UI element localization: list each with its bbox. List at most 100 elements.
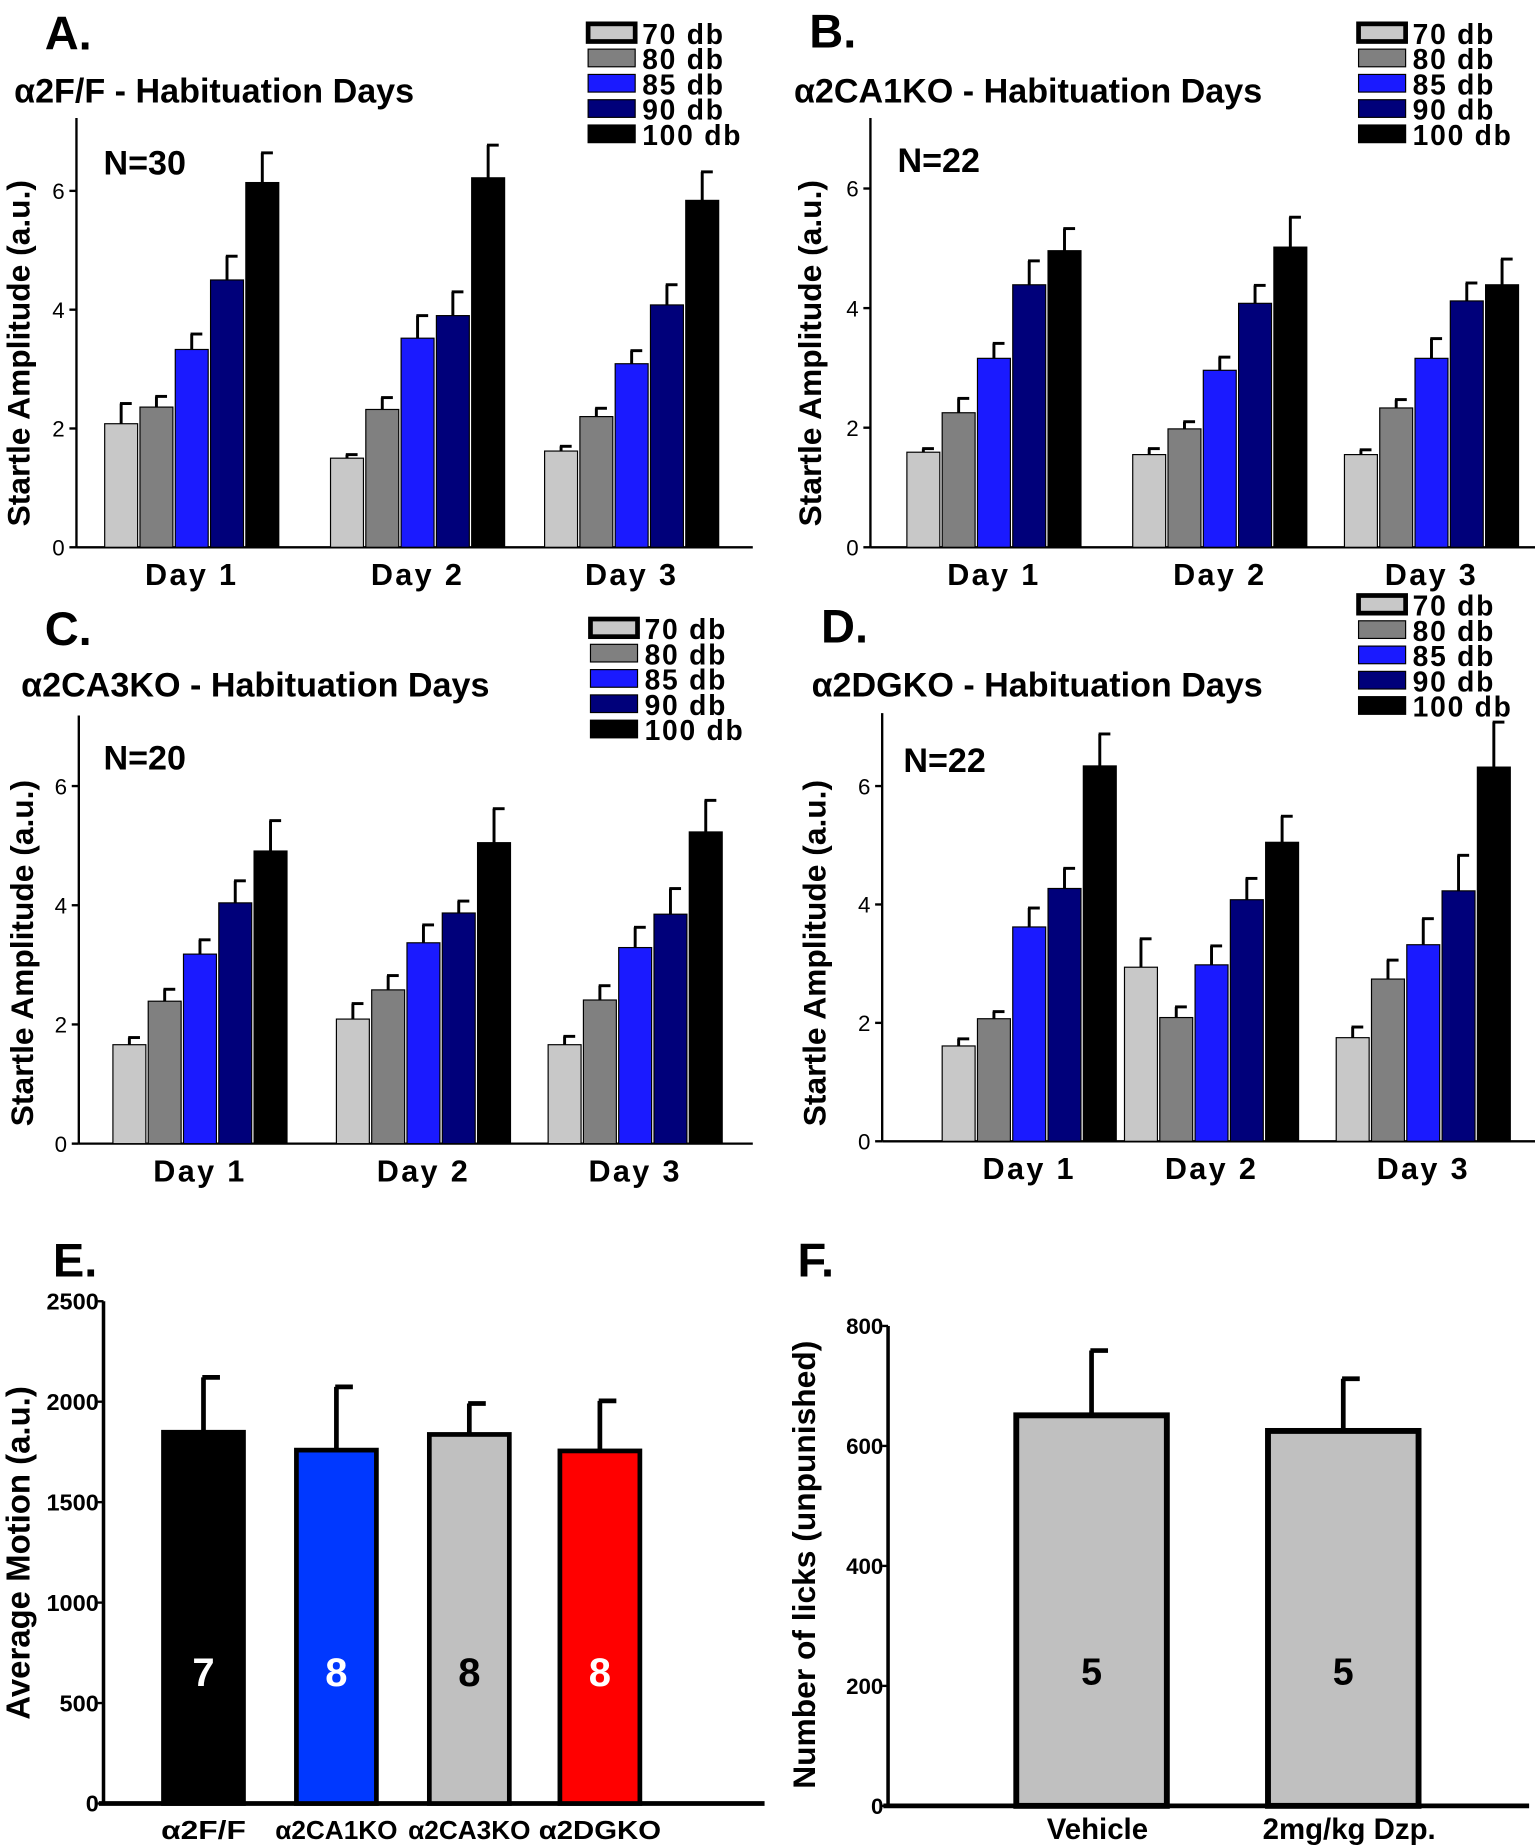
- legend-label: 85 db: [642, 68, 725, 100]
- y-tick-label: 2: [52, 417, 64, 442]
- chart-title: α2CA3KO - Habituation Days: [21, 667, 489, 705]
- legend-label: 80 db: [1413, 43, 1496, 75]
- y-tick-label: 1000: [46, 1590, 98, 1616]
- panel-c: C. α2CA3KO - Habituation Days N=20 Startle …: [4, 602, 753, 1188]
- bar: [1414, 357, 1449, 548]
- y-tick-label: 0: [52, 536, 64, 561]
- panel-f: F. Number of licks (unpunished) 0 200 400 600…: [786, 1234, 1530, 1845]
- chart-title: α2DGKO - Habituation Days: [812, 667, 1263, 705]
- y-tick-label: 2: [846, 416, 858, 441]
- y-tick-label: 1500: [46, 1489, 98, 1515]
- legend-swatch: [1357, 73, 1407, 93]
- bar: [1167, 428, 1202, 548]
- legend-swatch: [1357, 124, 1407, 144]
- bar: [906, 451, 941, 548]
- bar: [245, 181, 280, 548]
- bar-label: 5: [1333, 1651, 1354, 1693]
- bar: [976, 357, 1011, 548]
- bar-label: 7: [192, 1651, 214, 1695]
- bar: [294, 1447, 379, 1806]
- legend-swatch: [1357, 620, 1407, 640]
- bar: [329, 457, 365, 548]
- legend-label: 100 db: [1413, 119, 1513, 151]
- bar: [1441, 890, 1476, 1142]
- bar: [335, 1018, 370, 1145]
- bar: [649, 304, 684, 548]
- legend-label: 80 db: [642, 43, 725, 75]
- legend-swatch: [589, 694, 639, 714]
- legend-swatch: [589, 719, 639, 739]
- bar: [1406, 944, 1441, 1142]
- y-tick-label: 600: [846, 1434, 883, 1459]
- y-axis-label: Average Motion (a.u.): [0, 1386, 36, 1720]
- bar: [1012, 926, 1047, 1142]
- bar: [209, 279, 245, 548]
- x-tick-label: Day 3: [1377, 1152, 1470, 1186]
- y-tick-label: 0: [86, 1791, 99, 1817]
- bar: [688, 831, 723, 1145]
- legend-swatch: [1356, 21, 1408, 44]
- x-tick-label: Day 1: [983, 1152, 1076, 1186]
- bar: [582, 999, 617, 1145]
- bar: [218, 902, 253, 1145]
- bar: [1202, 369, 1237, 548]
- bar: [1265, 1427, 1422, 1809]
- bar: [253, 850, 288, 1145]
- legend-swatch: [589, 669, 639, 688]
- bar: [1379, 407, 1414, 548]
- bar-label: 5: [1081, 1651, 1102, 1693]
- bar: [547, 1044, 582, 1145]
- bar: [1194, 964, 1229, 1142]
- bar: [147, 1000, 182, 1145]
- bar: [471, 177, 506, 548]
- bar: [371, 989, 406, 1145]
- bar: [182, 953, 218, 1145]
- x-tick-label: Vehicle: [1047, 1813, 1148, 1845]
- bar: [1047, 887, 1082, 1142]
- y-axis-label: Startle Amplitude (a.u.): [0, 180, 36, 526]
- x-tick-label: α2F/F: [161, 1817, 246, 1845]
- n-annotation: N=22: [903, 742, 986, 780]
- legend-swatch: [1357, 99, 1407, 118]
- bar: [112, 1044, 147, 1145]
- bar: [544, 450, 579, 548]
- bar: [426, 1432, 512, 1806]
- y-tick-label: 0: [871, 1794, 883, 1819]
- bar: [400, 337, 435, 548]
- x-tick-label: Day 1: [153, 1154, 246, 1188]
- bar: [104, 423, 139, 548]
- y-tick-label: 0: [858, 1130, 870, 1155]
- y-tick-label: 0: [846, 536, 858, 561]
- y-tick-label: 4: [858, 893, 870, 918]
- y-tick-label: 2500: [46, 1288, 98, 1314]
- legend-swatch: [589, 643, 639, 663]
- panel-letter: E.: [53, 1234, 97, 1287]
- panel-letter: D.: [821, 600, 868, 653]
- legend-label: 85 db: [1413, 68, 1496, 100]
- bar: [365, 408, 400, 548]
- y-tick-label: 200: [846, 1674, 883, 1699]
- legend-label: 85 db: [645, 664, 728, 696]
- y-tick-label: 4: [52, 298, 64, 323]
- bar: [579, 416, 614, 548]
- legend-label: 70 db: [642, 18, 725, 50]
- x-tick-label: α2DGKO: [539, 1817, 661, 1845]
- legend-label: 70 db: [1413, 590, 1496, 622]
- chart-title: α2CA1KO - Habituation Days: [794, 73, 1262, 111]
- y-tick-label: 4: [55, 893, 67, 918]
- bar: [1273, 246, 1308, 548]
- y-tick-label: 2: [858, 1011, 870, 1036]
- bar: [976, 1018, 1011, 1142]
- y-tick-label: 4: [846, 296, 858, 321]
- bar: [1449, 300, 1484, 548]
- bar: [941, 412, 976, 548]
- x-tick-label: Day 1: [145, 558, 238, 592]
- legend-swatch: [1357, 696, 1407, 715]
- bar: [174, 348, 209, 548]
- legend-swatch: [1356, 593, 1408, 616]
- panel-d: D. α2DGKO - Habituation Days N=22 Startle A…: [797, 590, 1535, 1186]
- legend-swatch: [587, 124, 636, 144]
- legend-swatch: [587, 99, 636, 118]
- y-tick-label: 800: [846, 1314, 883, 1339]
- x-tick-label: Day 3: [588, 1154, 681, 1188]
